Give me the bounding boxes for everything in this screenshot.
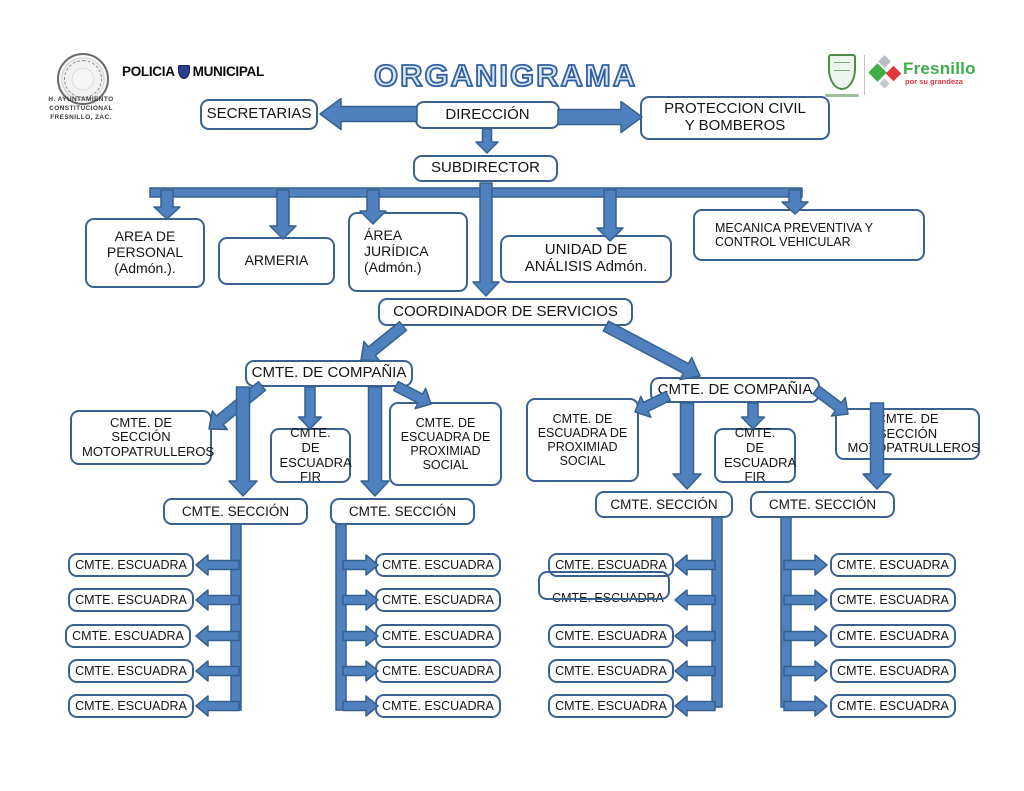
node-compania-right: CMTE. DE COMPAÑIA	[650, 377, 820, 403]
node-subdirector: SUBDIRECTOR	[413, 155, 558, 182]
policia-municipal-logo: POLICIA MUNICIPAL	[122, 64, 264, 79]
node-cmte-escuadra: CMTE. ESCUADRA	[548, 624, 674, 648]
node-mecanica: MECANICA PREVENTIVA Y CONTROL VEHICULAR	[693, 209, 925, 261]
node-cmte-escuadra: CMTE. ESCUADRA	[548, 659, 674, 683]
node-armeria: ARMERIA	[218, 237, 335, 285]
node-escuadra-prox-right: CMTE. DE ESCUADRA DE PROXIMIAD SOCIAL	[526, 398, 639, 482]
institutional-shield-icon	[828, 54, 856, 90]
node-compania-left: CMTE. DE COMPAÑIA	[245, 360, 413, 387]
node-cmte-seccion: CMTE. SECCIÓN	[750, 491, 895, 518]
node-secretarias: SECRETARIAS	[200, 99, 318, 130]
fresnillo-brand-name: Fresnillo	[903, 59, 976, 78]
node-coordinador: COORDINADOR DE SERVICIOS	[378, 298, 633, 326]
node-escuadra-prox-left: CMTE. DE ESCUADRA DE PROXIMIAD SOCIAL	[389, 402, 502, 486]
police-shield-icon	[177, 64, 190, 79]
municipal-seal-icon	[57, 53, 109, 105]
brand-diamond-red-icon	[885, 65, 902, 82]
node-escuadra-fir-right: CMTE. DE ESCUADRA FIR	[714, 426, 796, 484]
node-cmte-escuadra: CMTE. ESCUADRA	[830, 588, 956, 612]
node-cmte-seccion: CMTE. SECCIÓN	[595, 491, 733, 518]
shield-subtext	[825, 94, 859, 97]
node-unidad-analisis: UNIDAD DE ANÁLISIS Admón.	[500, 235, 672, 283]
brand-diamond-small-icon	[879, 78, 890, 89]
node-cmte-escuadra: CMTE. ESCUADRA	[830, 659, 956, 683]
node-area-juridica: ÁREA JURÍDICA (Admón.)	[348, 212, 468, 292]
seal-caption: H. AYUNTAMIENTO CONSTITUCIONAL FRESNILLO…	[48, 96, 114, 121]
node-cmte-escuadra: CMTE. ESCUADRA	[65, 624, 191, 648]
node-cmte-escuadra-offset-box	[538, 571, 670, 600]
node-cmte-escuadra: CMTE. ESCUADRA	[375, 588, 501, 612]
node-seccion-moto-left: CMTE. DE SECCIÓN MOTOPATRULLEROS	[70, 410, 214, 465]
node-cmte-escuadra: CMTE. ESCUADRA	[548, 553, 674, 577]
logo-divider	[864, 55, 865, 95]
node-cmte-escuadra: CMTE. ESCUADRA	[68, 659, 194, 683]
policia-label: POLICIA	[122, 64, 175, 79]
node-cmte-escuadra: CMTE. ESCUADRA	[548, 694, 674, 718]
node-cmte-escuadra: CMTE. ESCUADRA	[375, 659, 501, 683]
municipal-label: MUNICIPAL	[192, 64, 265, 79]
node-cmte-seccion: CMTE. SECCIÓN	[163, 498, 308, 525]
node-proteccion-civil: PROTECCION CIVIL Y BOMBEROS	[640, 96, 830, 140]
node-cmte-escuadra: CMTE. ESCUADRA	[375, 694, 501, 718]
node-cmte-seccion: CMTE. SECCIÓN	[330, 498, 475, 525]
node-direccion: DIRECCIÓN	[415, 101, 560, 129]
page-title: ORGANIGRAMA	[373, 57, 638, 94]
node-cmte-escuadra: CMTE. ESCUADRA	[830, 553, 956, 577]
node-cmte-escuadra: CMTE. ESCUADRA	[68, 588, 194, 612]
node-cmte-escuadra: CMTE. ESCUADRA	[830, 694, 956, 718]
node-cmte-escuadra: CMTE. ESCUADRA	[375, 553, 501, 577]
node-escuadra-fir-left: CMTE. DE ESCUADRA FIR	[270, 426, 352, 484]
node-cmte-escuadra: CMTE. ESCUADRA	[830, 624, 956, 648]
node-area-personal: AREA DE PERSONAL (Admón.).	[85, 218, 205, 288]
node-cmte-escuadra: CMTE. ESCUADRA	[68, 553, 194, 577]
node-seccion-moto-right: CMTE. DE SECCIÓN MOTOPATRULLEROS	[835, 408, 980, 460]
node-cmte-escuadra: CMTE. ESCUADRA	[375, 624, 501, 648]
fresnillo-brand-tagline: por su grandeza	[905, 77, 963, 86]
node-cmte-escuadra: CMTE. ESCUADRA	[68, 694, 194, 718]
